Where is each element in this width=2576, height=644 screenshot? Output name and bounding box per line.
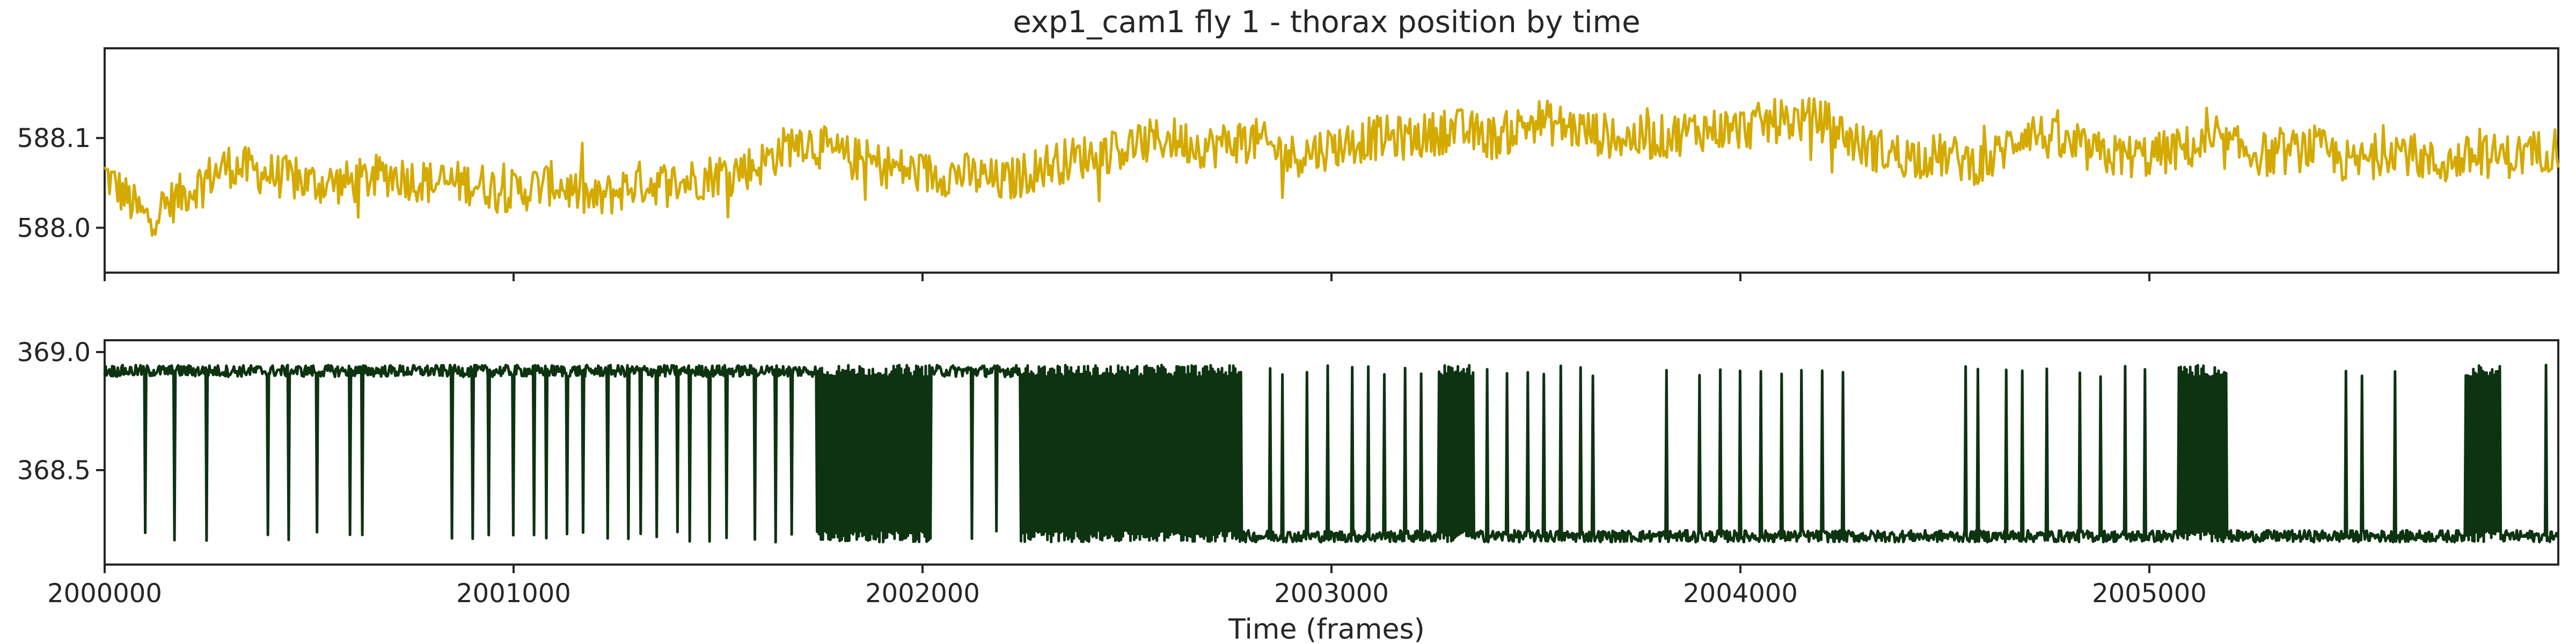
y-tick-label: 369.0 [17,338,91,368]
panel-top-series [103,97,2560,237]
panel-top-x-ticks [104,273,2150,281]
y-tick-label: 588.0 [17,213,91,243]
panel-bottom-y-ticks: 368.5 369.0 [17,338,105,486]
x-tick-label: 2001000 [456,579,571,609]
panel-top: 588.0 588.1 [17,47,2560,281]
series-line-x [103,97,2560,237]
x-tick-label: 2005000 [2092,579,2207,609]
x-tick-label: 2000000 [47,579,162,609]
y-tick-label: 588.1 [17,123,91,153]
x-tick-label: 2003000 [1274,579,1389,609]
x-axis-label: Time (frames) [1228,613,1425,644]
x-tick-label: 2004000 [1683,579,1798,609]
series-line-y [103,363,2559,544]
x-tick-label: 2002000 [865,579,980,609]
chart-title: exp1_cam1 fly 1 - thorax position by tim… [1013,5,1640,40]
panel-bottom-series [103,363,2559,544]
y-tick-label: 368.5 [17,456,91,486]
panel-bottom-x-ticks: 2000000 2001000 2002000 2003000 2004000 20050… [47,565,2207,609]
panel-top-y-ticks: 588.0 588.1 [17,123,105,243]
